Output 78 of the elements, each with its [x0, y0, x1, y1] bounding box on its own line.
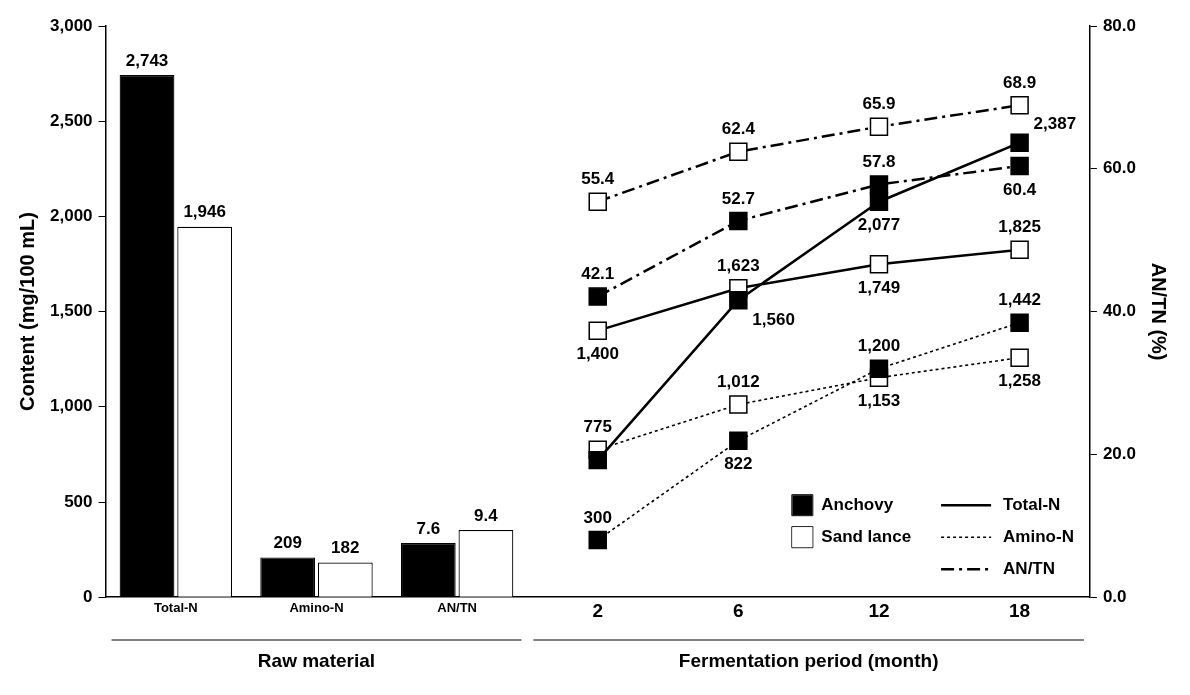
y2-axis-title: AN/TN (%)	[1148, 262, 1171, 361]
y-tick-label: 1,500	[49, 301, 93, 321]
data-label: 62.4	[721, 119, 756, 139]
data-label: 209	[273, 533, 302, 553]
point	[869, 359, 889, 378]
data-label: 55.4	[581, 169, 615, 189]
data-label: 1,012	[717, 372, 760, 392]
data-label: 1,200	[857, 336, 901, 356]
data-label: 182	[331, 538, 360, 558]
data-label: 1,258	[998, 371, 1041, 391]
y-tick-label: 1,000	[49, 396, 93, 416]
point	[1010, 133, 1029, 152]
data-label: 822	[724, 454, 753, 474]
x-tick-label: 6	[733, 599, 744, 621]
data-label: 57.8	[862, 152, 896, 172]
data-label: 1,400	[576, 344, 619, 364]
data-label: 1,946	[183, 202, 226, 222]
data-label: 9.4	[474, 505, 499, 525]
point	[1010, 313, 1029, 332]
data-label: 2,387	[1033, 114, 1077, 134]
data-label: 2,743	[125, 50, 169, 70]
point	[1010, 96, 1029, 115]
data-label: 300	[583, 507, 612, 527]
x-tick-label: AN/TN	[437, 599, 477, 615]
point	[729, 290, 748, 310]
y2-tick-label: 20.0	[1102, 444, 1137, 464]
data-label: 1,623	[717, 255, 760, 275]
data-label: 7.6	[416, 518, 441, 538]
y2-tick-label: 80.0	[1102, 15, 1137, 35]
data-label: 775	[583, 417, 612, 437]
data-label: 42.1	[581, 264, 615, 284]
legend-label: Anchovy	[821, 494, 894, 514]
data-label: 1,749	[857, 277, 901, 297]
y2-tick-label: 60.0	[1102, 158, 1137, 178]
legend-label: AN/TN	[1003, 558, 1056, 578]
point	[869, 192, 889, 211]
data-label: 60.4	[1003, 179, 1037, 199]
point	[869, 117, 889, 136]
x-tick-label: 12	[868, 599, 890, 621]
y-tick-label: 2,500	[49, 110, 93, 130]
data-label: 2,077	[857, 215, 901, 235]
text: Raw material	[257, 649, 376, 671]
data-label: 1,560	[752, 309, 795, 329]
data-label: 1,153	[857, 391, 901, 411]
y-tick-label: 500	[64, 491, 93, 511]
x-tick-label: 2	[592, 599, 604, 621]
legend-label: Total-N	[1003, 494, 1061, 514]
data-label: 65.9	[862, 94, 896, 114]
data-label: 1,825	[998, 217, 1041, 237]
point	[588, 530, 607, 550]
point	[588, 450, 607, 470]
x-tick-label: 18	[1009, 599, 1031, 621]
data-label: 1,442	[998, 290, 1041, 310]
y-tick-label: 0	[83, 586, 93, 606]
legend-label: Sand lance	[821, 526, 912, 546]
point	[1010, 240, 1029, 259]
data-label: 68.9	[1003, 72, 1037, 92]
y-tick-label: 3,000	[49, 15, 93, 35]
point	[729, 431, 748, 450]
y-axis-title: Content (mg/100 mL)	[15, 212, 38, 412]
x-tick-label: Amino-N	[289, 599, 344, 615]
legend-label: Amino-N	[1003, 526, 1074, 546]
point	[588, 192, 607, 211]
point	[869, 175, 889, 194]
x-axis-title: Fermentation period (month)	[678, 649, 939, 671]
point	[729, 142, 748, 161]
y-tick-label: 2,000	[49, 206, 93, 226]
y2-tick-label: 40.0	[1102, 301, 1137, 321]
point	[869, 254, 889, 274]
point	[729, 395, 748, 414]
point	[1010, 348, 1029, 367]
data-label: 52.7	[721, 188, 755, 208]
point	[1010, 156, 1029, 176]
point	[588, 321, 607, 340]
x-tick-label: Total-N	[153, 599, 198, 615]
point	[588, 287, 607, 306]
y2-tick-label: 0.0	[1102, 586, 1127, 606]
point	[729, 211, 748, 231]
